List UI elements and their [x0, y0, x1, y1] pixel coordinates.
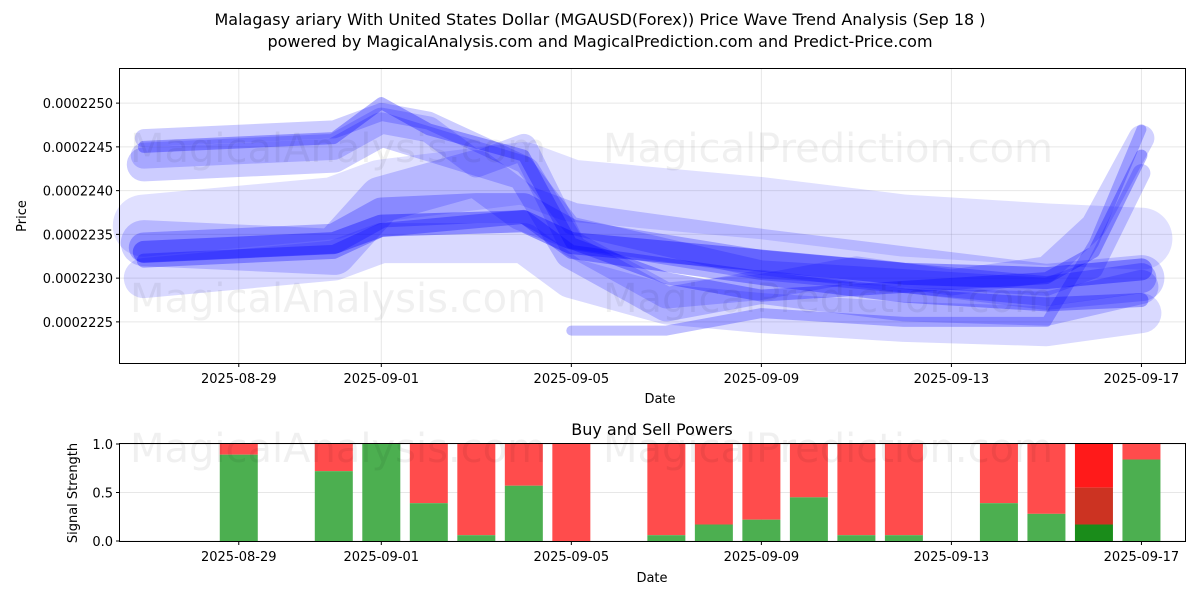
buy-bar [504, 485, 543, 541]
sell-bar [789, 444, 828, 498]
power-watermarks: MagicalAnalysis.com MagicalPrediction.co… [130, 426, 1053, 472]
price-wave-band-5 [134, 102, 1151, 296]
sell-bar [1122, 444, 1161, 460]
sell-bar [884, 444, 923, 536]
sell-bar [742, 444, 781, 520]
sell-bar [647, 444, 686, 536]
sell-bar [409, 444, 448, 504]
buy-bar [362, 444, 401, 541]
price-wave-band-4 [120, 150, 1165, 310]
power-x-tick-label: 2025-09-13 [914, 550, 990, 565]
price-wave-band-3 [136, 209, 1149, 312]
price-x-tick-label: 2025-09-05 [534, 372, 610, 387]
power-bars [219, 444, 1161, 541]
sell-bar [219, 444, 258, 455]
price-x-tick-label: 2025-09-17 [1104, 372, 1180, 387]
price-y-tick-label: 0.0002235 [43, 228, 113, 243]
watermark-analysis-top: MagicalAnalysis.com [130, 126, 546, 172]
sell-bar [979, 444, 1018, 504]
price-wave-bands [112, 97, 1173, 347]
price-y-tick-label: 0.0002225 [43, 316, 113, 331]
sell-bar [837, 444, 876, 536]
power-y-tick-label: 1.0 [92, 438, 113, 453]
buy-bar [647, 535, 686, 541]
buy-bar [837, 535, 876, 541]
power-axes: 2025-08-29 2025-09-01 2025-09-05 2025-09-09… [92, 438, 1179, 565]
buy-bar [457, 535, 496, 541]
buy-bar [1027, 513, 1066, 541]
watermark-analysis-mid: MagicalAnalysis.com [130, 276, 546, 322]
price-x-tick-label: 2025-09-01 [344, 372, 420, 387]
price-wave-band-7 [130, 107, 1155, 309]
power-y-tick-label: 0.5 [92, 487, 113, 502]
power-x-tick-label: 2025-09-09 [724, 550, 800, 565]
price-watermarks: MagicalAnalysis.com MagicalPrediction.co… [130, 126, 1053, 322]
power-x-tick-label: 2025-09-17 [1104, 550, 1180, 565]
sell-bar [694, 444, 733, 525]
price-y-tick-label: 0.0002245 [43, 141, 113, 156]
price-wave-band-9 [123, 223, 1162, 347]
price-y-axis-label: Price [15, 200, 30, 232]
price-x-tick-label: 2025-09-09 [724, 372, 800, 387]
sell-bar [1074, 444, 1113, 488]
chart-subtitle: powered by MagicalAnalysis.com and Magic… [267, 32, 933, 51]
price-wave-band-1 [132, 210, 1153, 290]
price-x-tick-label: 2025-08-29 [201, 372, 277, 387]
price-wave-band-2 [128, 193, 1157, 307]
buy-bar [409, 503, 448, 541]
power-x-tick-label: 2025-08-29 [201, 550, 277, 565]
power-y-tick-label: 0.0 [92, 535, 113, 550]
power-x-tick-label: 2025-09-05 [534, 550, 610, 565]
watermark-prediction-bottom: MagicalPrediction.com [603, 426, 1053, 472]
power-chart-title: Buy and Sell Powers [571, 420, 733, 439]
buy-bar [314, 471, 353, 541]
buy-bar [742, 519, 781, 541]
buy-bar [884, 535, 923, 541]
buy-bar [789, 497, 828, 541]
price-y-tick-label: 0.0002230 [43, 272, 113, 287]
price-y-tick-label: 0.0002250 [43, 97, 113, 112]
power-y-axis-label: Signal Strength [66, 443, 81, 543]
sell-bar [1027, 444, 1066, 514]
watermark-analysis-bottom: MagicalAnalysis.com [130, 426, 546, 472]
price-wave-band-6 [137, 97, 1148, 302]
watermark-prediction-mid: MagicalPrediction.com [603, 276, 1053, 322]
price-x-tick-label: 2025-09-13 [914, 372, 990, 387]
price-grid [120, 69, 1185, 363]
buy-bar [219, 454, 258, 541]
watermark-prediction-top: MagicalPrediction.com [603, 126, 1053, 172]
sell-bar [552, 444, 591, 541]
price-wave-band-8 [126, 112, 1159, 326]
power-x-axis-label: Date [636, 571, 667, 586]
sell-bar [457, 444, 496, 536]
price-wave-band-10 [112, 142, 1173, 270]
price-y-tick-label: 0.0002240 [43, 185, 113, 200]
sell-bar [314, 444, 353, 472]
buy-bar [1074, 524, 1113, 541]
power-x-tick-label: 2025-09-01 [344, 550, 420, 565]
price-x-axis-label: Date [644, 392, 675, 407]
buy-bar [1122, 459, 1161, 541]
buy-bar [979, 503, 1018, 541]
price-plot-frame [119, 68, 1186, 364]
price-wave-band-11 [566, 124, 1147, 336]
sell-bar [504, 444, 543, 486]
chart-title: Malagasy ariary With United States Dolla… [214, 10, 986, 29]
overlap-bar [1074, 487, 1113, 525]
price-axes: 2025-08-29 2025-09-01 2025-09-05 2025-09-09… [43, 97, 1180, 387]
buy-bar [694, 524, 733, 541]
